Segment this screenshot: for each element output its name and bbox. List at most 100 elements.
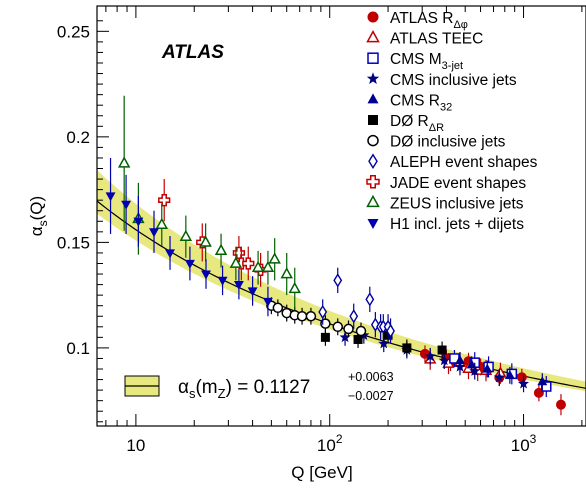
data-point [117, 95, 131, 231]
x-tick-label: 10 [126, 436, 145, 455]
experiment-label: ATLAS [161, 42, 224, 63]
legend-entry: H1 incl. jets + dijets [367, 216, 524, 233]
point-marker [537, 376, 548, 386]
data-point [455, 352, 465, 370]
point-marker [349, 309, 359, 324]
data-point [296, 307, 308, 325]
point-marker [247, 287, 258, 297]
legend-entry: ALEPH event shapes [368, 153, 538, 171]
legend-entry: CMS inclusive jets [366, 72, 517, 89]
point-marker [179, 229, 193, 242]
series-4 [455, 352, 548, 391]
point-marker [333, 273, 343, 288]
data-point [268, 238, 281, 281]
legend-marker [366, 30, 380, 43]
point-marker [318, 304, 328, 320]
data-point [201, 259, 211, 289]
data-point [355, 322, 367, 340]
point-marker [378, 337, 390, 349]
data-point [318, 299, 328, 325]
legend-label: ATLAS RΔφ [390, 10, 468, 31]
point-marker [469, 365, 481, 376]
axes-layer: 10 102 103 0.1 0.15 0.2 0.25 Q [GeV] αs(Q) [27, 5, 586, 482]
data-point [555, 394, 566, 416]
point-marker [232, 246, 246, 260]
point-marker [332, 321, 343, 333]
point-marker [355, 325, 367, 337]
data-point [149, 210, 159, 253]
legend-marker [366, 175, 380, 189]
data-point [105, 157, 116, 234]
point-marker [296, 311, 308, 322]
point-marker [424, 350, 436, 362]
legend-label: ZEUS inclusive jets [390, 195, 524, 212]
point-marker [305, 311, 317, 322]
data-points-layer [105, 95, 566, 416]
legend-label: CMS M3-jet [390, 51, 463, 72]
legend-marker [368, 153, 378, 170]
point-marker [149, 228, 159, 238]
point-marker [438, 354, 450, 366]
data-point [349, 303, 359, 329]
legend-marker [366, 194, 380, 208]
point-marker [493, 371, 505, 383]
data-point [262, 286, 273, 317]
data-point [504, 366, 515, 384]
point-marker [158, 194, 171, 207]
y-tick-label: 0.2 [66, 128, 90, 147]
legend-label: CMS inclusive jets [390, 72, 517, 89]
data-point [305, 307, 317, 325]
point-marker [555, 399, 566, 410]
data-point [386, 318, 395, 344]
legend-marker [368, 115, 378, 125]
point-marker [262, 297, 273, 307]
point-marker [343, 323, 354, 335]
data-point [121, 174, 132, 234]
point-marker [117, 156, 131, 168]
point-marker [280, 267, 293, 279]
data-point [158, 179, 171, 222]
data-point [343, 320, 354, 338]
point-marker [233, 280, 244, 290]
data-point [365, 286, 375, 313]
legend-entry: ATLAS RΔφ [367, 10, 468, 31]
legend-marker [367, 219, 379, 229]
plot-frame [96, 5, 586, 427]
band-legend-label: αs(mZ) = 0.1127 [178, 377, 310, 401]
data-point [165, 236, 175, 270]
data-point [133, 195, 144, 247]
legend-entry: DØ inclusive jets [367, 134, 506, 151]
point-marker [242, 257, 255, 270]
point-marker [165, 249, 175, 259]
data-point [517, 375, 530, 393]
x-tick-label: 103 [511, 432, 537, 455]
series-9 [117, 95, 301, 310]
point-marker [214, 243, 228, 255]
point-marker [261, 260, 275, 273]
point-marker [184, 259, 195, 269]
data-point [214, 233, 228, 268]
data-point [402, 339, 412, 357]
point-marker [386, 323, 395, 339]
data-point [537, 373, 548, 391]
point-marker [272, 302, 284, 314]
data-point [242, 246, 255, 281]
point-marker [320, 332, 330, 342]
data-point [280, 252, 293, 296]
point-marker [482, 363, 493, 373]
legend-entry: ATLAS TEEC [366, 30, 483, 48]
legend-marker [367, 93, 379, 104]
data-point [272, 299, 284, 317]
point-marker [504, 369, 515, 379]
data-point [233, 269, 244, 300]
data-point [466, 356, 477, 374]
point-marker [517, 377, 530, 389]
data-point [261, 250, 275, 285]
point-marker [437, 345, 447, 355]
point-marker [199, 235, 212, 247]
point-marker [353, 334, 363, 344]
legend-entry: CMS R32 [367, 92, 452, 113]
point-marker [466, 359, 477, 369]
